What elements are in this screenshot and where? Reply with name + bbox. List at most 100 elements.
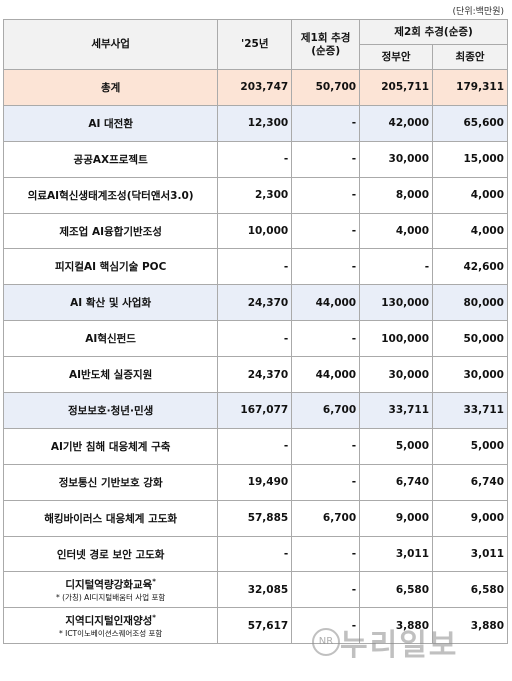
row-label: AI기반 침해 대응체계 구축 bbox=[50, 440, 171, 453]
value-cell: 10,000 bbox=[217, 212, 293, 250]
table-row: AI 확산 및 사업화 24,370 44,000 130,000 80,000 bbox=[2, 284, 508, 322]
value-cell: 65,600 bbox=[432, 104, 508, 142]
row-label-cell: 정보보호·청년·민생 bbox=[2, 392, 219, 429]
row-label: 공공AX프로젝트 bbox=[73, 153, 148, 166]
header-cell: 세부사업 bbox=[2, 19, 219, 70]
table-row: 해킹바이러스 대응체계 고도화 57,885 6,700 9,000 9,000 bbox=[2, 499, 508, 537]
value-cell: 33,711 bbox=[359, 392, 434, 429]
row-label: AI반도체 실증지원 bbox=[68, 369, 153, 382]
row-label-cell: AI반도체 실증지원 bbox=[2, 356, 219, 394]
value-cell: 50,700 bbox=[291, 69, 361, 106]
value-cell: 4,000 bbox=[432, 212, 508, 250]
header-cell: 제2회 추경(순증) bbox=[359, 19, 508, 45]
value-cell: 4,000 bbox=[432, 176, 508, 214]
table-row: 지역디지털인재양성* * ICT이노베이션스퀘어조성 포함 57,617-3,880… bbox=[2, 607, 508, 645]
header-cell: 제1회 추경 (순증) bbox=[291, 19, 361, 70]
row-label: 디지털역량강화교육 bbox=[65, 578, 153, 591]
value-cell: 3,011 bbox=[432, 535, 508, 573]
value-cell: 33,711 bbox=[432, 392, 508, 429]
header-row: 정부안 최종안 bbox=[4, 44, 508, 70]
value-cell: 3,880 bbox=[359, 607, 434, 645]
row-label: 지역디지털인재양성 bbox=[65, 614, 153, 627]
table-row: 디지털역량강화교육* * (가칭) AI디지털배움터 사업 포함 32,085-6,… bbox=[2, 571, 508, 609]
row-note: * (가칭) AI디지털배움터 사업 포함 bbox=[56, 592, 166, 602]
value-cell: 130,000 bbox=[359, 284, 434, 322]
row-label: 해킹바이러스 대응체계 고도화 bbox=[44, 512, 178, 525]
row-label-cell: AI 확산 및 사업화 bbox=[2, 284, 219, 322]
row-label-cell: AI 대전환 bbox=[2, 104, 219, 142]
value-cell: 3,880 bbox=[432, 607, 508, 645]
value-cell: 9,000 bbox=[432, 499, 508, 537]
row-label-cell: 지역디지털인재양성* * ICT이노베이션스퀘어조성 포함 bbox=[2, 607, 219, 645]
watermark-logo: NR bbox=[312, 628, 340, 656]
table-row: AI기반 침해 대응체계 구축 - -5,000 5,000 bbox=[2, 427, 508, 465]
value-cell: - bbox=[291, 248, 361, 286]
value-cell: 44,000 bbox=[291, 284, 361, 322]
table-row: 피지컬AI 핵심기술 POC - - -42,600 bbox=[2, 248, 508, 286]
value-cell: - bbox=[291, 212, 361, 250]
value-cell: 6,580 bbox=[359, 571, 434, 609]
value-cell: 19,490 bbox=[217, 463, 293, 501]
value-cell: - bbox=[217, 320, 293, 358]
row-label-cell: 해킹바이러스 대응체계 고도화 bbox=[2, 499, 219, 537]
value-cell: - bbox=[291, 463, 361, 501]
value-cell: 57,885 bbox=[217, 499, 293, 537]
table-row: 인터넷 경로 보안 고도화 - -3,011 3,011 bbox=[2, 535, 508, 573]
row-label: AI혁신펀드 bbox=[85, 333, 136, 346]
header-row: 세부사업 '25년 제1회 추경 (순증) 제2회 추경(순증) bbox=[2, 19, 508, 70]
value-cell: 30,000 bbox=[359, 356, 434, 394]
value-cell: 6,740 bbox=[359, 463, 434, 501]
row-label: 피지컬AI 핵심기술 POC bbox=[55, 261, 167, 274]
value-cell: 57,617 bbox=[217, 607, 293, 645]
footnote-mark: * bbox=[152, 577, 156, 586]
footnote-mark: * bbox=[152, 613, 156, 622]
watermark: 누리일보 bbox=[308, 620, 458, 664]
value-cell: 50,000 bbox=[432, 320, 508, 358]
value-cell: 203,747 bbox=[217, 69, 293, 106]
row-label: 의료AI혁신생태계조성(닥터앤서3.0) bbox=[27, 189, 194, 202]
value-cell: - bbox=[291, 104, 361, 142]
value-cell: 44,000 bbox=[291, 356, 361, 394]
value-cell: - bbox=[291, 427, 361, 465]
value-cell: 6,700 bbox=[291, 392, 361, 429]
value-cell: 9,000 bbox=[359, 499, 434, 537]
value-cell: - bbox=[217, 140, 293, 178]
row-label-cell: 디지털역량강화교육* * (가칭) AI디지털배움터 사업 포함 bbox=[2, 571, 219, 609]
value-cell: - bbox=[291, 140, 361, 178]
value-cell: 179,311 bbox=[432, 69, 508, 106]
value-cell: 5,000 bbox=[359, 427, 434, 465]
value-cell: 6,740 bbox=[432, 463, 508, 501]
value-cell: - bbox=[291, 571, 361, 609]
value-cell: 6,580 bbox=[432, 571, 508, 609]
value-cell: - bbox=[217, 427, 293, 465]
row-label-cell: 의료AI혁신생태계조성(닥터앤서3.0) bbox=[2, 176, 219, 214]
table-body: 총계 203,747 50,700 205,711 179,311 AI 대전환 12,30… bbox=[2, 69, 508, 645]
header-cell: 최종안 bbox=[432, 44, 508, 70]
value-cell: 15,000 bbox=[432, 140, 508, 178]
value-cell: 8,000 bbox=[359, 176, 434, 214]
row-label-cell: AI기반 침해 대응체계 구축 bbox=[2, 427, 219, 465]
value-cell: 42,000 bbox=[359, 104, 434, 142]
row-label-cell: 제조업 AI융합기반조성 bbox=[2, 212, 219, 250]
value-cell: 24,370 bbox=[217, 284, 293, 322]
value-cell: 30,000 bbox=[432, 356, 508, 394]
budget-table: 세부사업 '25년 제1회 추경 (순증) 제2회 추경(순증) 정부안 최종안… bbox=[2, 19, 508, 645]
value-cell: 42,600 bbox=[432, 248, 508, 286]
value-cell: 100,000 bbox=[359, 320, 434, 358]
row-label: 총계 bbox=[100, 81, 121, 94]
value-cell: 3,011 bbox=[359, 535, 434, 573]
table-row: AI 대전환 12,300-42,000 65,600 bbox=[2, 104, 508, 142]
row-note: * ICT이노베이션스퀘어조성 포함 bbox=[58, 628, 163, 638]
table-row: 공공AX프로젝트 - -30,000 15,000 bbox=[2, 140, 508, 178]
row-label-cell: 총계 bbox=[2, 69, 219, 106]
row-label-cell: 공공AX프로젝트 bbox=[2, 140, 219, 178]
row-label: 인터넷 경로 보안 고도화 bbox=[56, 548, 165, 561]
table-row: AI반도체 실증지원 24,370 44,000 30,000 30,000 bbox=[2, 356, 508, 394]
value-cell: - bbox=[217, 535, 293, 573]
row-label-cell: AI혁신펀드 bbox=[2, 320, 219, 358]
table-row: 제조업 AI융합기반조성 10,000-4,000 4,000 bbox=[2, 212, 508, 250]
value-cell: - bbox=[359, 248, 434, 286]
unit-label: (단위:백만원) bbox=[452, 7, 504, 17]
table-row: 총계 203,747 50,700 205,711 179,311 bbox=[2, 69, 508, 106]
row-label-cell: 정보통신 기반보호 강화 bbox=[2, 463, 219, 501]
